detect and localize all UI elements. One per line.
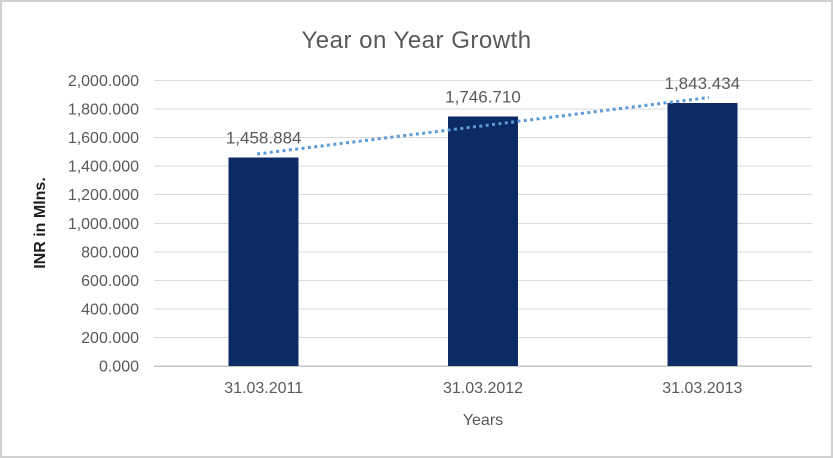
bar-31.03.2013 (667, 102, 738, 367)
y-tick-label: 1,600.000 (68, 130, 139, 147)
y-tick-label: 800.000 (81, 244, 139, 261)
y-tick-label: 400.000 (81, 301, 139, 318)
bar-data-label: 1,843.434 (665, 74, 741, 93)
y-tick-label: 0.000 (99, 359, 139, 376)
y-axis-title: INR in Mlns. (32, 177, 49, 269)
y-tick-label: 200.000 (81, 330, 139, 347)
x-tick-label: 31.03.2011 (224, 380, 303, 397)
trendline (256, 95, 710, 156)
y-tick-label: 1,000.000 (68, 216, 139, 233)
y-tick-label: 1,800.000 (68, 102, 139, 119)
bar-31.03.2011 (228, 157, 299, 366)
bar-data-label: 1,458.884 (226, 129, 302, 148)
y-tick-label: 2,000.000 (68, 73, 139, 90)
x-tick-label: 31.03.2013 (662, 380, 742, 397)
bar-31.03.2012 (448, 116, 518, 366)
x-axis-title: Years (462, 412, 504, 429)
chart-title: Year on Year Growth (301, 27, 532, 54)
x-tick-label: 31.03.2012 (443, 380, 523, 397)
y-tick-label: 1,200.000 (68, 187, 139, 204)
y-tick-label: 1,400.000 (68, 159, 139, 176)
y-tick-label: 600.000 (81, 273, 139, 290)
bar-data-label: 1,746.710 (445, 88, 521, 107)
